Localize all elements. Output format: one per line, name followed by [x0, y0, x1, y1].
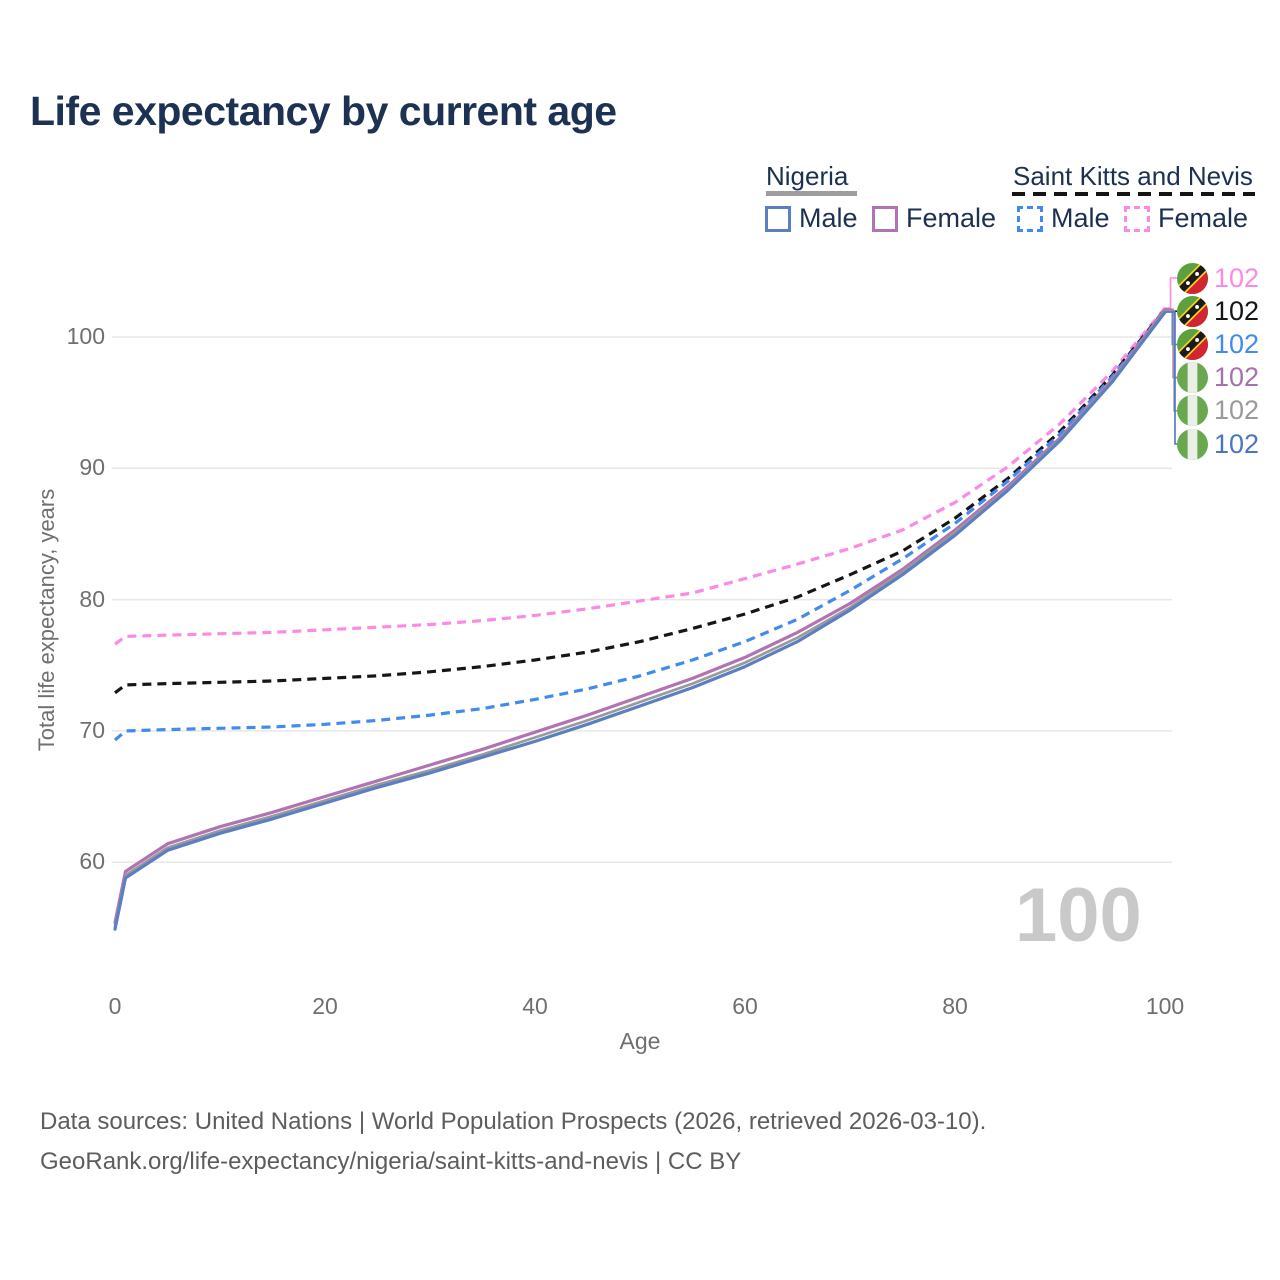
end-label-row-0: 102: [1177, 262, 1259, 295]
nigeria-flag-icon: [1177, 428, 1208, 460]
legend-label-skn-female[interactable]: Female: [1158, 203, 1249, 233]
y-tick-label-70: 70: [79, 716, 105, 743]
legend-swatch-skn-male[interactable]: [1017, 206, 1043, 232]
series-line-nigeria-both[interactable]: [113, 309, 1167, 928]
y-axis-title: Total life expectancy, years: [34, 488, 59, 752]
series-line-saint-kitts-and-nevis-male[interactable]: [113, 309, 1167, 742]
legend-label-nigeria-female[interactable]: Female: [906, 203, 997, 233]
saint-kitts-and-nevis-flag-icon: [1177, 328, 1208, 360]
data-sources-text: Data sources: United Nations | World Pop…: [40, 1108, 987, 1135]
end-label-row-1: 102: [1177, 295, 1259, 328]
legend-label-nigeria-male[interactable]: Male: [799, 203, 858, 233]
x-tick-label-0: 0: [108, 993, 122, 1019]
x-tick-label-100: 100: [1145, 993, 1185, 1019]
y-tick-label-90: 90: [79, 454, 105, 481]
saint-kitts-and-nevis-flag-icon: [1177, 262, 1208, 294]
leader-line-5: [1165, 311, 1177, 445]
legend-swatch-nigeria-female[interactable]: [872, 206, 898, 232]
series-line-nigeria-female[interactable]: [113, 307, 1167, 925]
x-axis-title: Age: [619, 1028, 661, 1054]
x-tick-label-80: 80: [942, 993, 968, 1019]
nigeria-flag-icon: [1177, 362, 1208, 394]
legend-country-saint-kitts-and-nevis[interactable]: Saint Kitts and Nevis: [1013, 161, 1253, 191]
y-tick-label-60: 60: [79, 848, 105, 875]
series-line-saint-kitts-and-nevis-both[interactable]: [114, 308, 1167, 695]
legend-swatch-nigeria-male[interactable]: [765, 206, 791, 232]
legend-label-skn-male[interactable]: Male: [1051, 203, 1110, 233]
end-value: 102: [1214, 395, 1260, 426]
attribution-text: GeoRank.org/life-expectancy/nigeria/sain…: [40, 1148, 742, 1175]
nigeria-flag-icon: [1177, 395, 1208, 427]
legend-underline-saint-kitts-and-nevis: [1012, 192, 1255, 196]
legend-swatch-skn-female[interactable]: [1124, 206, 1150, 232]
page-title: Life expectancy by current age: [30, 88, 617, 134]
saint-kitts-and-nevis-flag-icon: [1177, 295, 1208, 327]
leader-line-0: [1165, 277, 1177, 309]
leader-line-2: [1165, 309, 1177, 346]
y-tick-label-80: 80: [79, 585, 105, 612]
end-label-row-3: 102: [1177, 361, 1259, 394]
x-tick-label-60: 60: [732, 993, 758, 1019]
x-tick-label-20: 20: [312, 993, 338, 1019]
x-tick-label-40: 40: [522, 993, 548, 1019]
end-label-row-2: 102: [1177, 328, 1259, 361]
hover-age-watermark: 100: [1015, 873, 1142, 958]
end-value: 102: [1214, 328, 1260, 359]
end-value: 102: [1214, 428, 1260, 459]
end-label-row-4: 102: [1177, 394, 1259, 427]
y-tick-label-100: 100: [66, 323, 105, 349]
leader-line-1: [1165, 308, 1177, 312]
legend-underline-nigeria: [766, 191, 857, 196]
legend-country-nigeria[interactable]: Nigeria: [766, 161, 849, 191]
end-label-row-5: 102: [1177, 428, 1259, 461]
series-line-nigeria-male[interactable]: [113, 310, 1167, 931]
end-value: 102: [1214, 362, 1260, 393]
series-line-saint-kitts-and-nevis-female[interactable]: [114, 307, 1167, 646]
end-value: 102: [1214, 262, 1260, 293]
end-value: 102: [1214, 295, 1260, 326]
leader-line-4: [1165, 309, 1177, 412]
leader-line-3: [1165, 308, 1177, 379]
